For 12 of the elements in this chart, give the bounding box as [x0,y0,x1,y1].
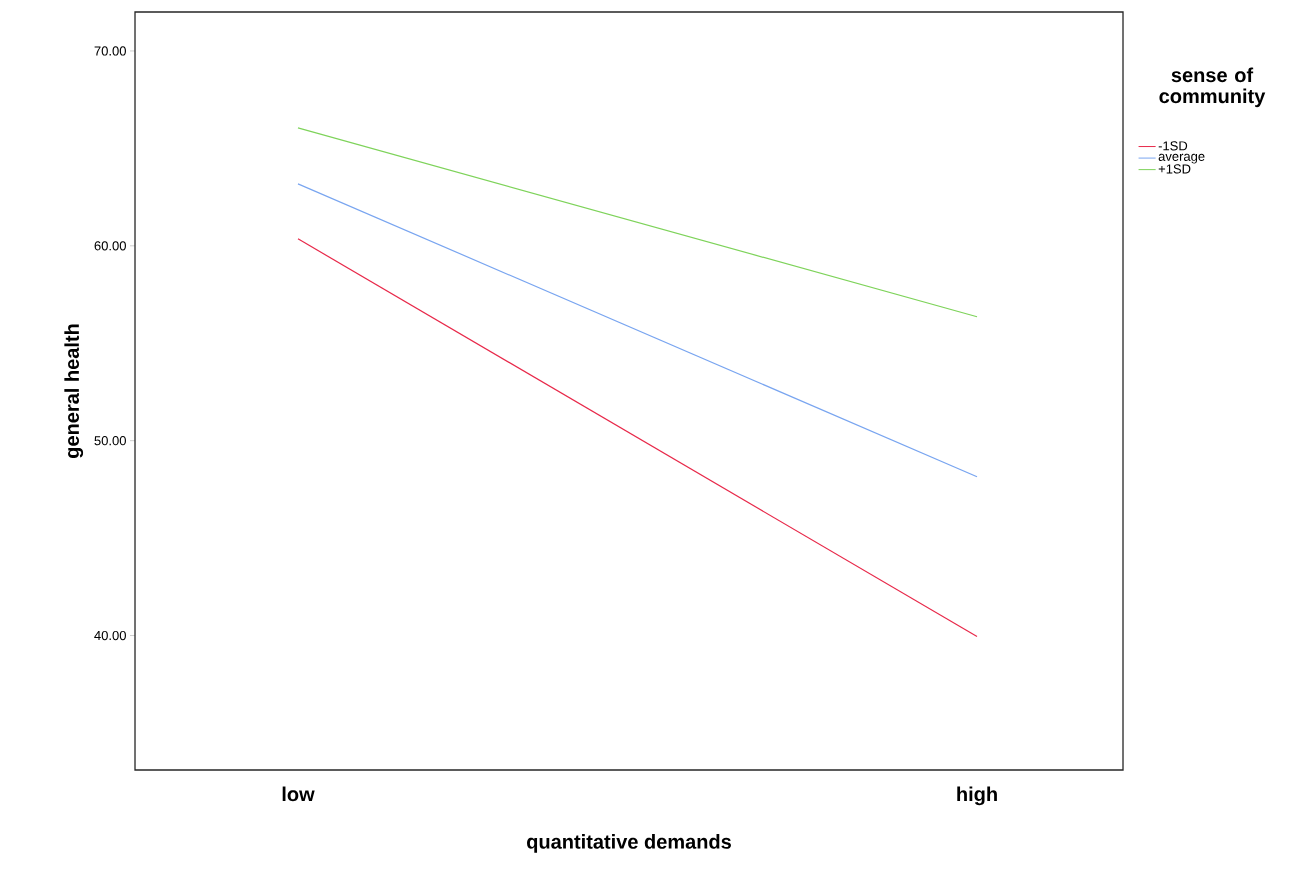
legend-label: -1SD [1158,141,1188,151]
y-tick-label: 40.00 [94,630,126,641]
y-tick-label: 60.00 [94,241,126,251]
legend-label: +1SD [1158,164,1191,174]
x-tick-label: high [957,786,997,806]
y-axis-title: general health [64,324,84,458]
x-axis-title: quantitative demands [527,834,731,853]
y-tick-label: 50.00 [94,436,126,446]
y-tick-label: 70.00 [94,46,126,56]
legend-label: average [1158,153,1205,164]
legend-title: sense of community [1159,67,1266,108]
x-tick-label: low [282,786,315,802]
